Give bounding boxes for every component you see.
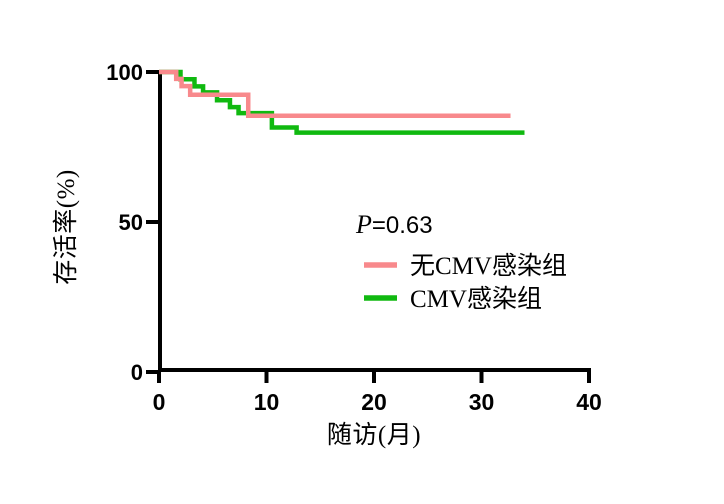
x-tick-label: 30 — [469, 389, 495, 415]
no-cmv-group-curve — [159, 69, 511, 119]
x-axis-label: 随访(月) — [327, 421, 421, 449]
legend: 无CMV感染组 CMV感染组 — [364, 252, 567, 313]
legend-label-cmv: CMV感染组 — [410, 285, 542, 313]
y-tick-label: 100 — [106, 60, 143, 85]
cmv-group-curve — [159, 69, 525, 135]
p-value-annotation: P=0.63 — [355, 210, 433, 239]
tick-labels: 0 50 100 0 10 20 30 40 — [106, 60, 602, 415]
y-tick-label: 50 — [119, 210, 143, 235]
x-tick-label: 10 — [254, 389, 280, 415]
y-tick-label: 0 — [131, 360, 143, 385]
axes — [146, 70, 591, 383]
y-axis-label: 存活率(%) — [52, 169, 80, 284]
x-tick-label: 40 — [576, 389, 602, 415]
legend-label-no-cmv: 无CMV感染组 — [410, 252, 567, 280]
survival-curves — [159, 69, 525, 135]
x-tick-label: 20 — [361, 389, 387, 415]
x-tick-label: 0 — [153, 389, 166, 415]
